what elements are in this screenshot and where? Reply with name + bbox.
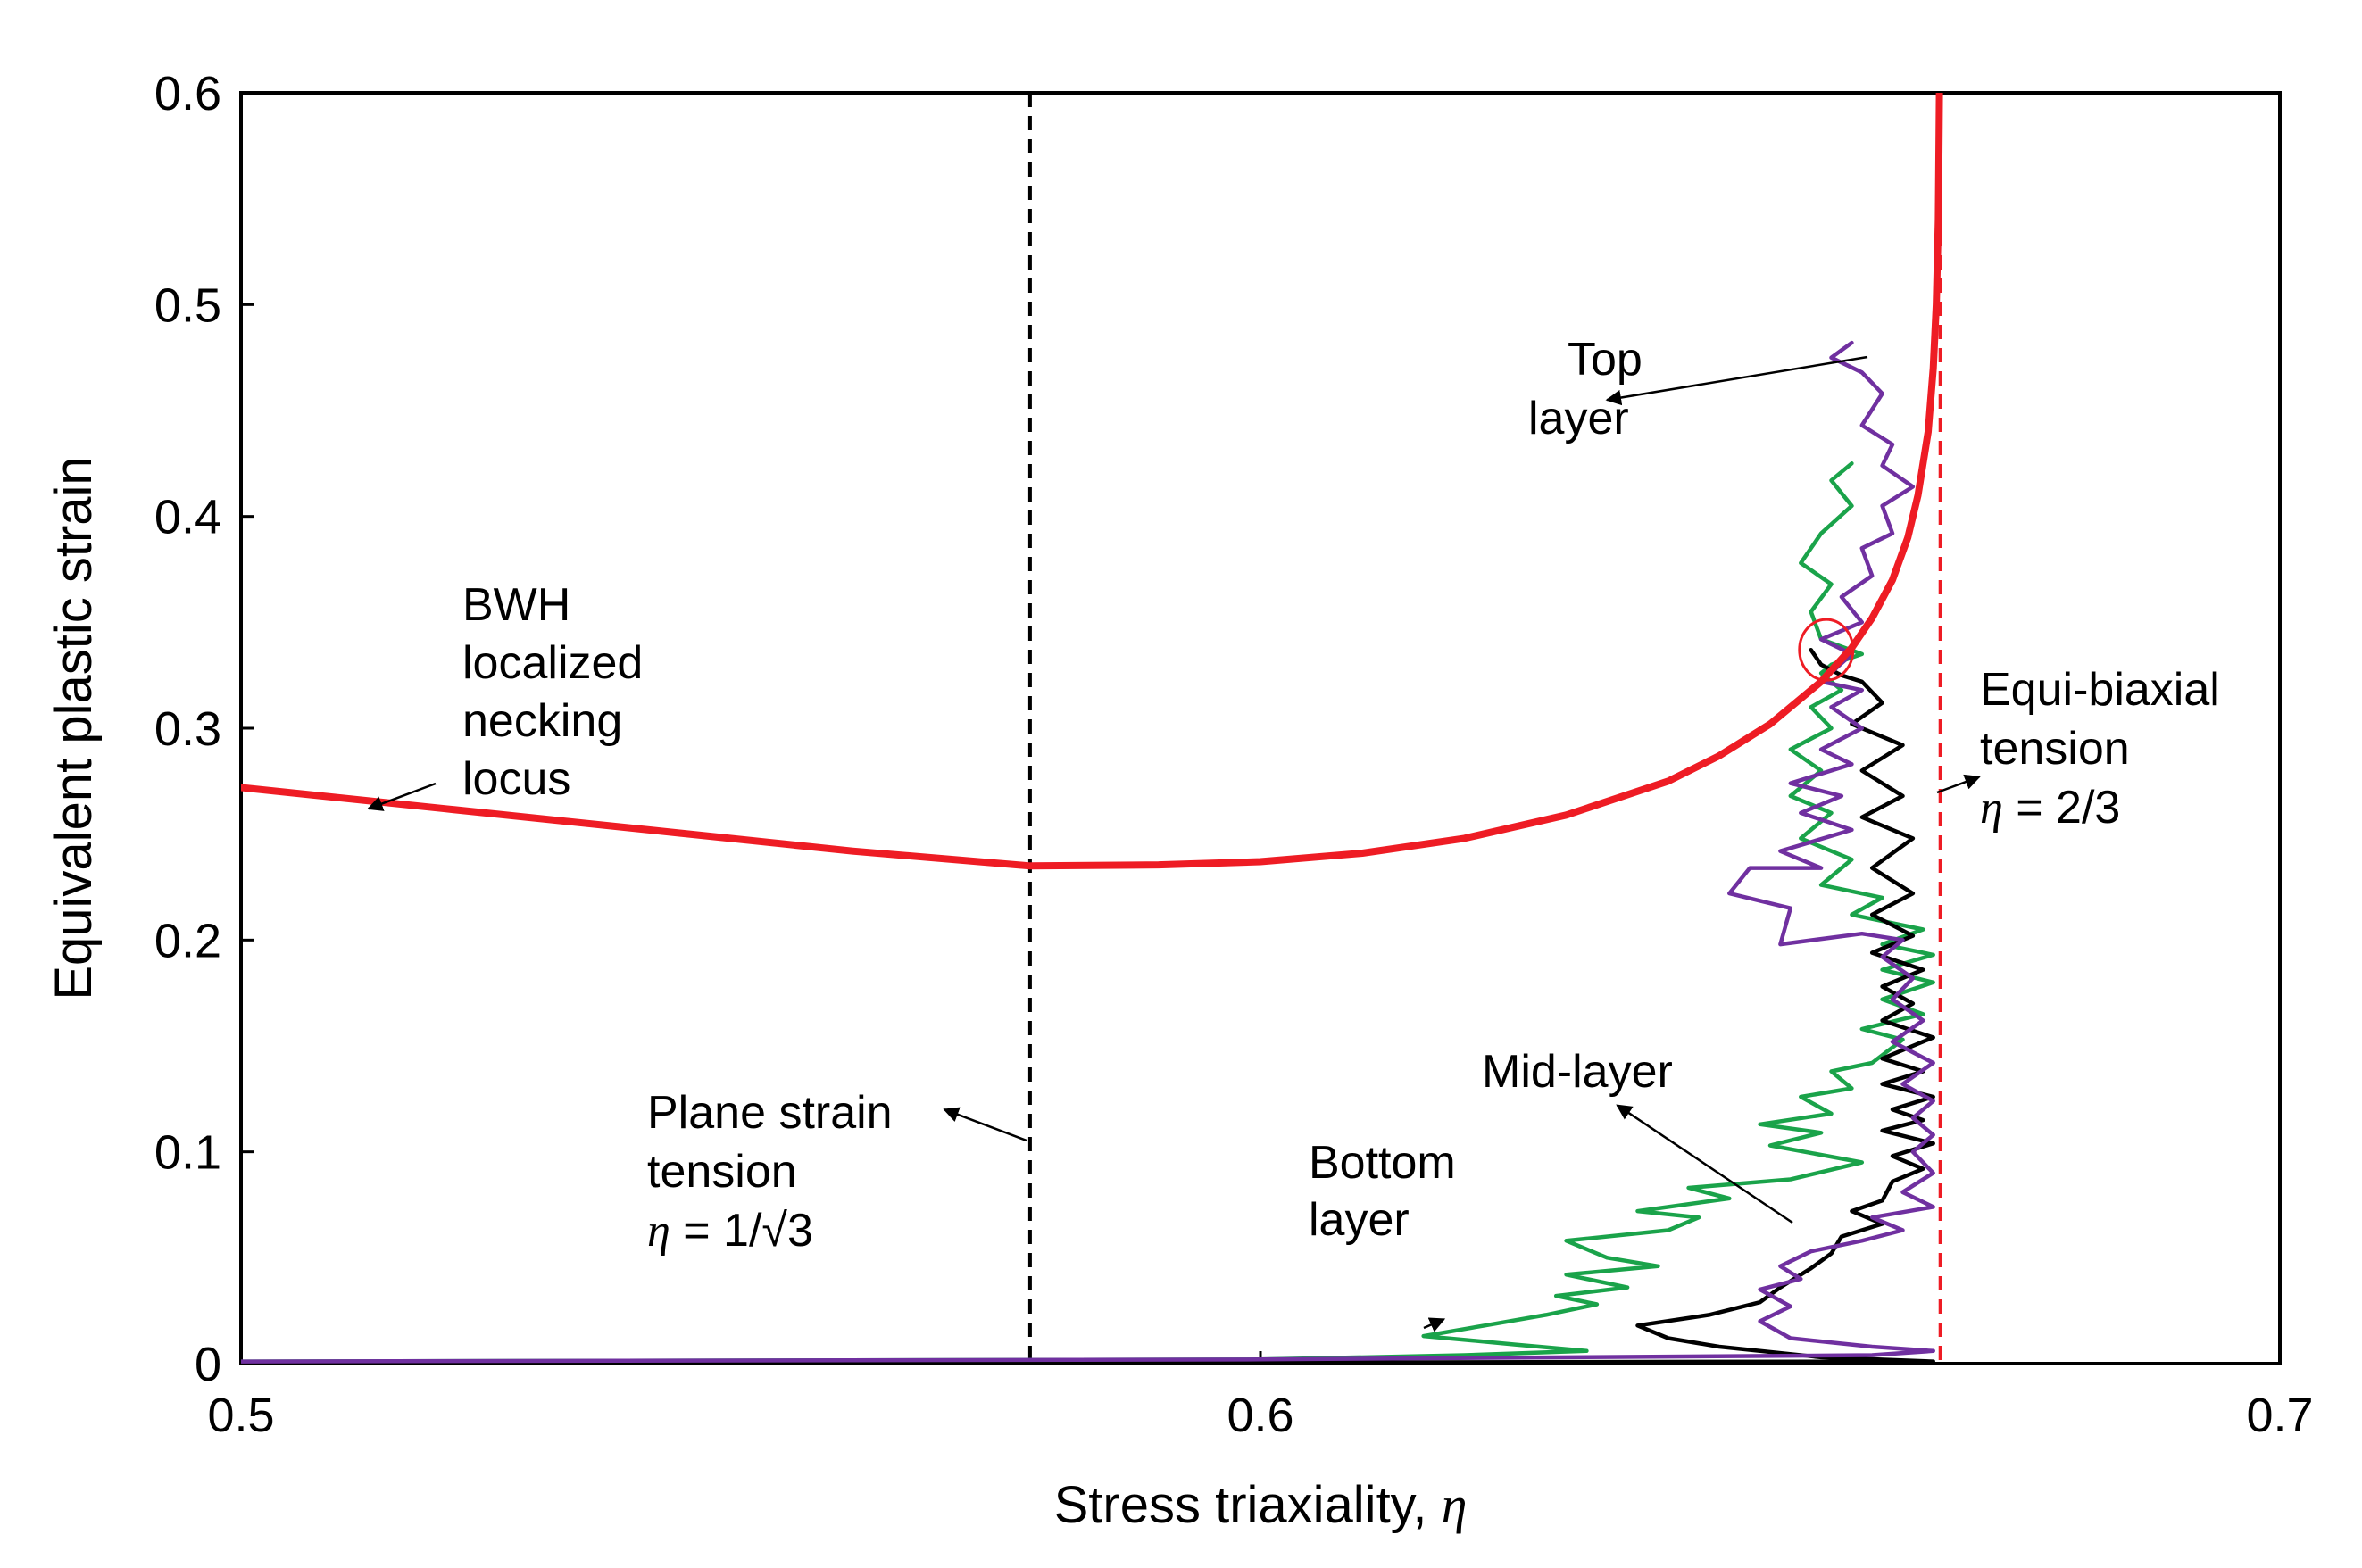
arrow-bwh [367, 782, 437, 811]
y-tick-label: 0.6 [154, 67, 221, 120]
failure-marker [1798, 618, 1855, 682]
annotation-top-layer: Top layer [1528, 334, 1655, 444]
x-tick-label: 0.6 [1227, 1389, 1293, 1442]
annotation-arrows [367, 355, 1981, 1332]
y-axis-title-text: Equivalent plastic strain [45, 456, 103, 1000]
y-tick-label: 0.2 [154, 914, 221, 967]
annotation-mid-layer: Mid-layer [1482, 1046, 1673, 1098]
arrow-equi-biaxial [1936, 774, 1981, 794]
arrow-plane-strain [943, 1107, 1027, 1142]
annotation-bwh: BWH localized necking locus [462, 579, 656, 805]
x-axis-title-text: Stress triaxiality, [1054, 1476, 1442, 1534]
y-tick-label: 0.5 [154, 278, 221, 332]
annotation-plane-strain: Plane strain tension η = 1/√3 [647, 1087, 905, 1257]
x-tick-label: 0.5 [207, 1389, 274, 1442]
series-line-top-layer [241, 340, 1935, 1364]
axis-ticks: 0 0.1 0.2 0.3 0.4 0.5 0.6 0.5 0.6 0.7 [154, 67, 2314, 1442]
x-tick-label: 0.7 [2246, 1389, 2313, 1442]
arrow-top-layer [1605, 355, 1868, 406]
arrow-bottom-layer [1423, 1317, 1446, 1332]
series-line-bwh-localized-necking-locus [241, 93, 1943, 870]
y-tick-label: 0 [195, 1338, 221, 1391]
y-axis-title: Equivalent plastic strain [45, 456, 103, 1000]
annotation-equi-biaxial: Equi-biaxial tension η = 2/3 [1980, 664, 2233, 834]
y-tick-label: 0.1 [154, 1126, 221, 1180]
annotation-bottom-layer: Bottom layer [1309, 1137, 1468, 1246]
series-line-mid-layer [241, 647, 1935, 1364]
reference-lines [1027, 93, 1942, 1364]
x-axis-title-symbol: η [1442, 1476, 1468, 1534]
arrow-mid-layer [1616, 1104, 1793, 1224]
x-axis-title: Stress triaxiality, η [1054, 1476, 1468, 1534]
failure-point-circle [1798, 618, 1855, 682]
y-tick-label: 0.4 [154, 491, 221, 544]
series-lines [241, 93, 1943, 1364]
y-tick-label: 0.3 [154, 702, 221, 756]
